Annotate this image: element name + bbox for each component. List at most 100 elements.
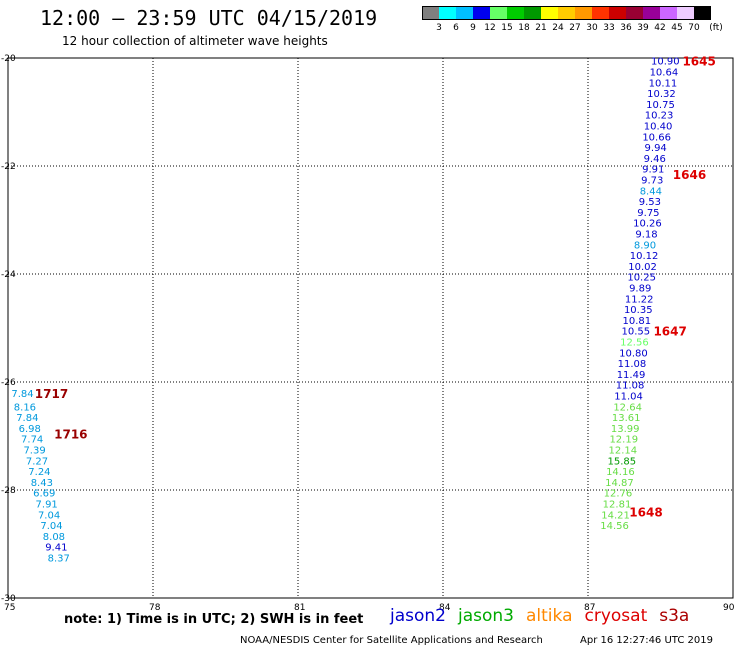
footer-note: note: 1) Time is in UTC; 2) SWH is in fe… <box>64 612 364 627</box>
wave-height-label: 12.14 <box>608 446 637 457</box>
wave-height-label: 15.85 <box>608 456 637 467</box>
footer-timestamp: Apr 16 12:27:46 UTC 2019 <box>580 635 713 646</box>
color-scale-label: 24 <box>552 23 564 33</box>
color-scale-swatch <box>660 6 677 20</box>
color-scale-swatch <box>677 6 694 20</box>
wave-height-label: 9.89 <box>629 284 651 295</box>
y-tick-label: -20 <box>1 54 16 64</box>
wave-height-label: 10.23 <box>645 111 674 122</box>
wave-height-label: 7.91 <box>36 500 58 511</box>
color-scale-swatch <box>473 6 490 20</box>
color-scale-label: 70 <box>688 23 700 33</box>
wave-height-label: 10.35 <box>624 305 653 316</box>
wave-height-label: 10.90 <box>651 57 680 68</box>
x-tick-label: 87 <box>584 603 595 613</box>
wave-height-label: 7.84 <box>16 413 38 424</box>
wave-height-label: 8.16 <box>14 402 36 413</box>
color-scale-swatch <box>541 6 558 20</box>
x-tick-label: 84 <box>439 603 451 613</box>
satellite-legend-item: cryosat <box>584 606 648 626</box>
color-scale-swatch <box>490 6 507 20</box>
wave-height-label: 7.39 <box>23 446 45 457</box>
color-scale-swatch <box>507 6 524 20</box>
wave-height-label: 7.04 <box>40 521 62 532</box>
color-scale-label: 6 <box>453 23 459 33</box>
wave-height-label: 10.11 <box>649 78 678 89</box>
x-tick-label: 90 <box>723 603 735 613</box>
page-title: 12:00 – 23:59 UTC 04/15/2019 <box>40 6 378 30</box>
wave-height-label: 8.90 <box>634 240 656 251</box>
color-scale-label: 42 <box>654 23 666 33</box>
color-scale-swatch <box>558 6 575 20</box>
color-scale-label: 33 <box>603 23 615 33</box>
color-scale-swatch <box>609 6 626 20</box>
satellite-legend-item: s3a <box>659 606 690 626</box>
color-scale-label: 39 <box>637 23 649 33</box>
color-scale-swatch <box>524 6 541 20</box>
satellite-legend: jason2 jason3 altika cryosat s3a <box>390 606 701 626</box>
wave-height-label: 11.22 <box>625 294 654 305</box>
wave-height-label: 9.53 <box>639 197 661 208</box>
wave-height-label: 10.25 <box>627 273 656 284</box>
wave-height-label: 7.74 <box>21 435 43 446</box>
satellite-legend-item: jason3 <box>458 606 514 626</box>
wave-height-label: 8.08 <box>43 532 65 543</box>
color-scale-label: 3 <box>436 23 442 33</box>
wave-height-label: 10.80 <box>619 348 648 359</box>
wave-height-label: 10.32 <box>647 89 676 100</box>
wave-height-label: 10.02 <box>628 262 657 273</box>
color-scale-unit: (ft) <box>709 23 723 33</box>
wave-height-label: 9.46 <box>644 154 666 165</box>
x-tick-label: 81 <box>294 603 305 613</box>
wave-height-label: 14.16 <box>606 467 635 478</box>
wave-height-label: 9.73 <box>641 176 663 187</box>
y-tick-label: -26 <box>1 378 16 388</box>
satellite-legend-item: jason2 <box>390 606 446 626</box>
wave-height-label: 9.94 <box>645 143 667 154</box>
wave-height-label: 12.76 <box>604 489 633 500</box>
wave-height-label: 14.87 <box>605 478 634 489</box>
wave-height-label: 10.81 <box>622 316 651 327</box>
footer-credit: NOAA/NESDIS Center for Satellite Applica… <box>240 635 543 646</box>
wave-height-label: 14.21 <box>601 510 630 521</box>
wave-height-label: 11.49 <box>617 370 646 381</box>
wave-height-label: 9.18 <box>635 230 657 241</box>
color-scale-outline <box>422 6 711 20</box>
pass-time-label: 1647 <box>653 325 686 339</box>
color-scale-label: 21 <box>535 23 547 33</box>
wave-height-label: 10.40 <box>644 122 673 133</box>
wave-height-label: 9.75 <box>637 208 659 219</box>
wave-height-label: 9.41 <box>45 543 67 554</box>
wave-height-label: 14.56 <box>600 521 629 532</box>
pass-time-label: 1716 <box>54 427 87 441</box>
wave-height-label: 10.12 <box>630 251 659 262</box>
wave-height-label: 9.91 <box>642 165 664 176</box>
wave-height-label: 11.04 <box>614 392 643 403</box>
pass-time-label: 1646 <box>673 168 706 182</box>
color-scale-label: 18 <box>518 23 530 33</box>
satellite-legend-item: altika <box>526 606 573 626</box>
wave-height-label: 13.99 <box>611 424 640 435</box>
wave-height-label: 7.24 <box>28 467 50 478</box>
color-scale-swatch <box>694 6 711 20</box>
wave-height-label: 12.64 <box>613 402 642 413</box>
wave-height-label: 11.08 <box>618 359 647 370</box>
x-tick-label: 78 <box>149 603 161 613</box>
wave-height-label: 12.19 <box>609 435 638 446</box>
color-scale-label: 30 <box>586 23 598 33</box>
wave-height-label: 12.56 <box>620 338 649 349</box>
wave-height-label: 7.27 <box>26 456 48 467</box>
x-tick-label: 75 <box>4 603 15 613</box>
wave-height-label: 6.98 <box>19 424 41 435</box>
wave-height-label: 7.84 <box>11 389 33 400</box>
color-scale-swatch <box>575 6 592 20</box>
y-tick-label: -28 <box>1 486 16 496</box>
wave-height-label: 10.26 <box>633 219 662 230</box>
pass-time-label: 1648 <box>629 506 662 520</box>
y-tick-label: -30 <box>1 594 16 604</box>
wave-height-label: 8.44 <box>640 186 662 197</box>
page-subtitle: 12 hour collection of altimeter wave hei… <box>62 34 328 48</box>
color-scale-swatch <box>439 6 456 20</box>
